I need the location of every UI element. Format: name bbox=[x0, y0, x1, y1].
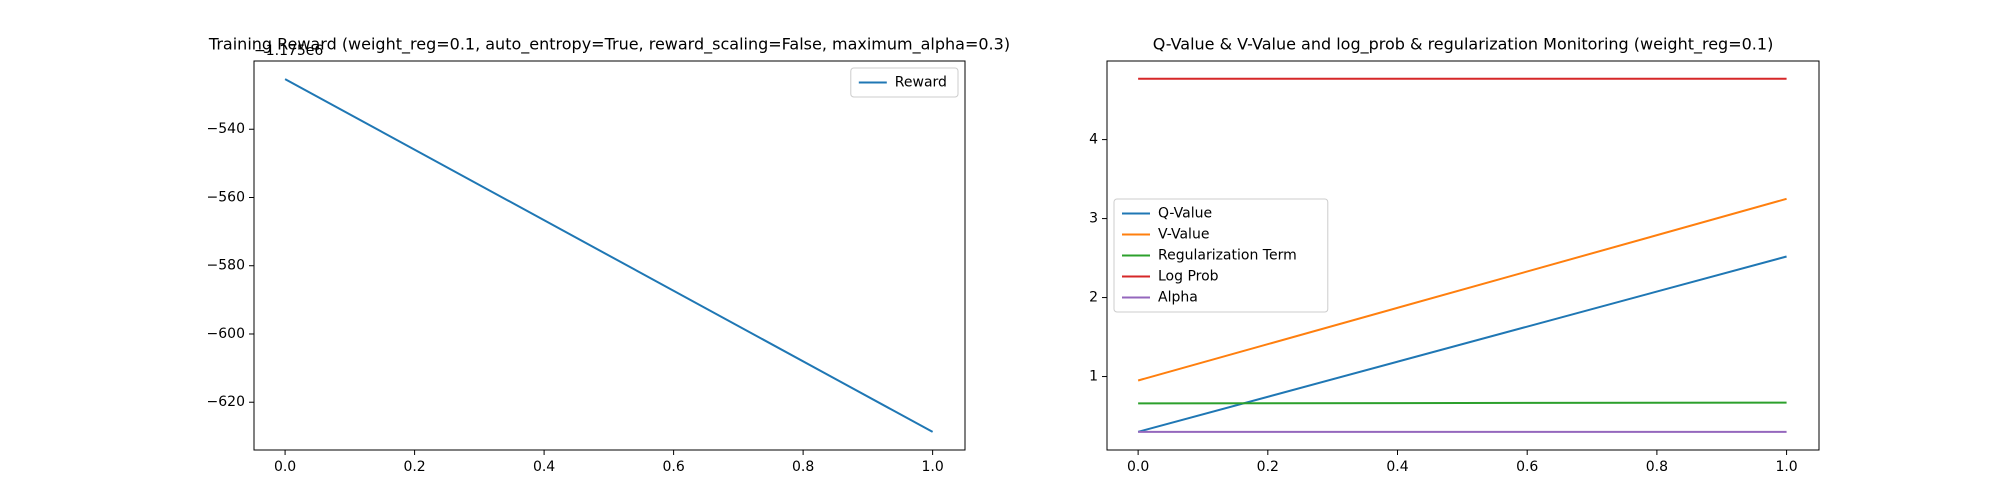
y-tick-label: 3 bbox=[1089, 211, 1098, 227]
y-tick-label: 2 bbox=[1089, 290, 1098, 306]
legend-label: Q-Value bbox=[1158, 206, 1212, 222]
legend-label: Regularization Term bbox=[1158, 248, 1297, 264]
y-offset-label: −1.175e6 bbox=[254, 43, 323, 59]
x-tick-label: 1.0 bbox=[921, 459, 943, 475]
line-series bbox=[1138, 401, 1787, 405]
y-tick-label: 1 bbox=[1089, 369, 1098, 385]
legend-label: Alpha bbox=[1158, 290, 1198, 306]
legend: Reward bbox=[850, 67, 959, 98]
x-tick-label: 1.0 bbox=[1775, 459, 1797, 475]
y-tick-label: −600 bbox=[207, 326, 245, 342]
x-tick-label: 0.2 bbox=[1257, 459, 1279, 475]
x-tick-label: 0.2 bbox=[403, 459, 425, 475]
x-tick-label: 0.0 bbox=[274, 459, 296, 475]
x-tick-label: 0.4 bbox=[1386, 459, 1408, 475]
legend-label: Reward bbox=[895, 75, 947, 91]
y-tick-label: −540 bbox=[207, 121, 245, 137]
plot-frame bbox=[1106, 60, 1820, 451]
plot-frame bbox=[253, 60, 966, 451]
legend-box bbox=[850, 67, 959, 98]
chart-title: Training Reward (weight_reg=0.1, auto_en… bbox=[208, 35, 1010, 55]
legend-label: Log Prob bbox=[1158, 269, 1219, 285]
x-tick-label: 0.6 bbox=[662, 459, 684, 475]
y-tick-label: 4 bbox=[1089, 132, 1098, 148]
legend: Q-Value V-Value Regularization Term Log Pro… bbox=[1113, 198, 1329, 313]
chart: Q-Value & V-Value and log_prob & regular… bbox=[1089, 35, 1820, 475]
x-tick-label: 0.8 bbox=[1646, 459, 1668, 475]
chart-title: Q-Value & V-Value and log_prob & regular… bbox=[1153, 35, 1774, 55]
legend-box bbox=[1113, 198, 1329, 313]
x-tick-label: 0.6 bbox=[1516, 459, 1538, 475]
line-series bbox=[284, 78, 934, 433]
y-tick-label: −560 bbox=[207, 189, 245, 205]
y-tick-label: −620 bbox=[207, 394, 245, 410]
x-tick-label: 0.8 bbox=[792, 459, 814, 475]
y-tick-label: −580 bbox=[207, 258, 245, 274]
legend-label: V-Value bbox=[1158, 227, 1209, 243]
x-tick-label: 0.4 bbox=[533, 459, 555, 475]
chart: Training Reward (weight_reg=0.1, auto_en… bbox=[207, 35, 1011, 476]
x-tick-label: 0.0 bbox=[1127, 459, 1149, 475]
line-series bbox=[1137, 197, 1787, 382]
